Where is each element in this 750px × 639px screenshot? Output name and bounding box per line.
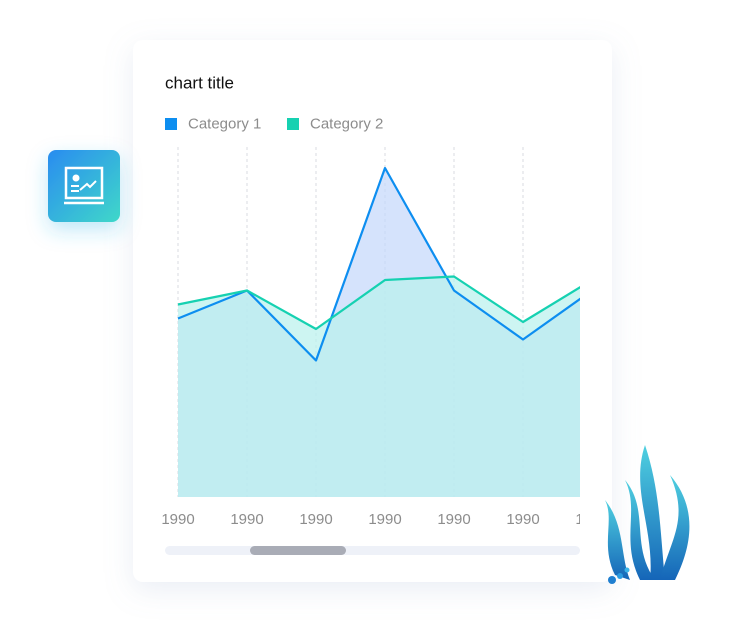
x-tick-label: 1990 bbox=[230, 511, 263, 528]
x-tick-label: 1990 bbox=[437, 511, 470, 528]
legend-label: Category 1 bbox=[188, 115, 261, 132]
plot-area bbox=[177, 166, 580, 497]
legend-label: Category 2 bbox=[310, 115, 383, 132]
x-tick-label: 1990 bbox=[506, 511, 539, 528]
x-axis-labels: 1990 1990 1990 1990 1990 1990 1990 bbox=[161, 511, 608, 528]
area bbox=[178, 276, 580, 497]
legend-swatch bbox=[165, 118, 177, 130]
chart-title: chart title bbox=[165, 73, 234, 92]
x-tick-label: 1990 bbox=[575, 511, 608, 528]
x-tick-label: 1990 bbox=[368, 511, 401, 528]
scrollbar[interactable] bbox=[165, 546, 580, 555]
legend-swatch bbox=[287, 118, 299, 130]
x-tick-label: 1990 bbox=[299, 511, 332, 528]
seaweed bbox=[605, 445, 690, 584]
x-tick-label: 1990 bbox=[161, 511, 194, 528]
line bbox=[177, 275, 580, 331]
app-icon bbox=[48, 150, 120, 222]
